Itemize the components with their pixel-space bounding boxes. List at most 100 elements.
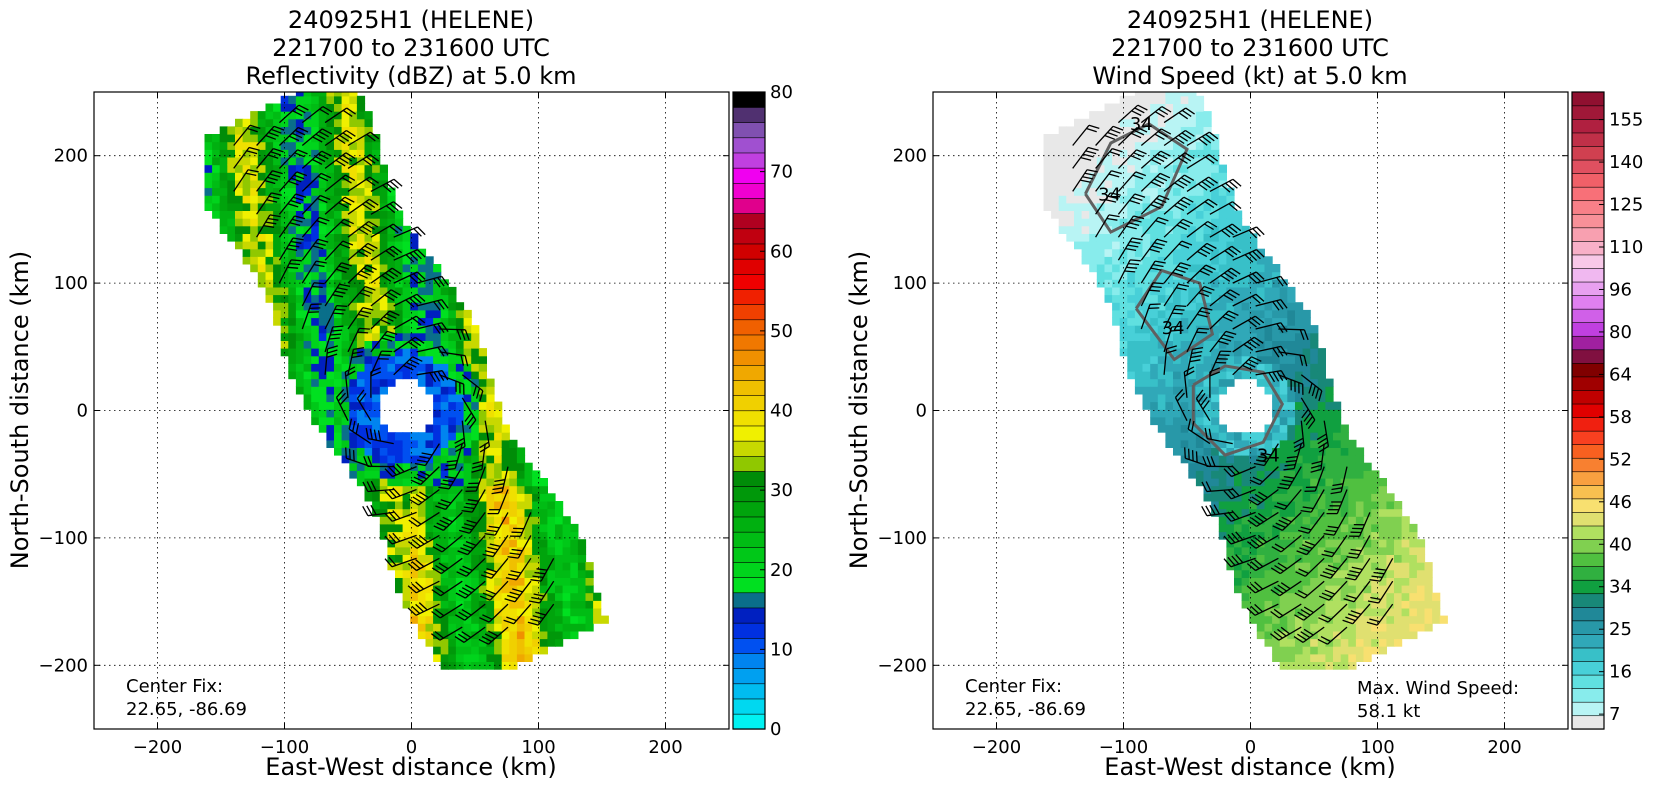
field-cell bbox=[1188, 432, 1197, 441]
field-cell bbox=[1165, 416, 1174, 426]
field-cell bbox=[440, 332, 449, 341]
field-cell bbox=[455, 317, 465, 326]
field-cell bbox=[395, 531, 404, 540]
field-cell bbox=[349, 416, 358, 426]
field-cell bbox=[1310, 378, 1319, 387]
wind-barb bbox=[444, 443, 463, 471]
field-cell bbox=[1180, 241, 1189, 250]
field-cell bbox=[1333, 539, 1342, 548]
field-cell bbox=[379, 508, 388, 517]
field-cell bbox=[539, 630, 548, 640]
wind-contour-label: 34 bbox=[1130, 114, 1153, 135]
field-cell bbox=[509, 608, 518, 617]
field-cell bbox=[1142, 218, 1151, 227]
field-cell bbox=[318, 264, 327, 273]
field-cell bbox=[478, 546, 487, 555]
field-cell bbox=[1127, 164, 1136, 173]
wind-barb bbox=[505, 557, 532, 581]
wind-barb bbox=[1255, 298, 1288, 311]
field-cell bbox=[311, 401, 320, 410]
field-cell bbox=[1355, 493, 1365, 502]
field-cell bbox=[1142, 348, 1151, 357]
field-cell bbox=[516, 493, 526, 502]
field-cell bbox=[1218, 523, 1227, 533]
field-cell bbox=[433, 600, 442, 609]
field-cell bbox=[341, 95, 350, 104]
field-cell bbox=[1195, 462, 1205, 471]
field-cell bbox=[1378, 531, 1387, 540]
field-cell bbox=[1203, 485, 1212, 494]
field-cell bbox=[219, 179, 228, 189]
field-cell bbox=[1272, 401, 1281, 410]
field-cell bbox=[417, 325, 427, 334]
field-cell bbox=[1142, 202, 1151, 211]
colorbar-swatch bbox=[732, 668, 766, 685]
field-cell bbox=[1104, 294, 1113, 303]
field-cell bbox=[1195, 401, 1205, 410]
field-cell bbox=[1302, 416, 1311, 426]
field-cell bbox=[1340, 546, 1349, 555]
wind-barb bbox=[347, 346, 365, 375]
field-cell bbox=[1173, 340, 1182, 349]
field-cell bbox=[1195, 95, 1205, 104]
field-cell bbox=[532, 501, 541, 510]
field-cell bbox=[547, 554, 556, 563]
field-cell bbox=[433, 455, 442, 464]
field-cell bbox=[417, 348, 427, 357]
field-cell bbox=[1264, 348, 1273, 357]
field-cell bbox=[356, 455, 366, 464]
field-cell bbox=[1165, 393, 1174, 403]
field-cell bbox=[356, 187, 366, 196]
field-cell bbox=[372, 286, 381, 296]
field-cell bbox=[334, 424, 343, 433]
field-cell bbox=[1302, 501, 1311, 510]
field-cell bbox=[1226, 187, 1235, 196]
field-cell bbox=[1340, 661, 1349, 670]
field-cell bbox=[1211, 409, 1220, 418]
field-cell bbox=[1302, 615, 1311, 624]
field-cell bbox=[463, 371, 472, 380]
field-cell bbox=[1287, 485, 1296, 494]
field-cell bbox=[295, 271, 305, 280]
field-cell bbox=[1165, 424, 1174, 433]
colorbar-swatch bbox=[1571, 186, 1605, 202]
field-cell bbox=[387, 523, 396, 533]
field-cell bbox=[509, 638, 518, 647]
field-cell bbox=[1119, 256, 1128, 265]
wind-barb bbox=[1304, 466, 1325, 492]
field-cell bbox=[379, 340, 388, 349]
field-cell bbox=[204, 149, 213, 158]
wind-barb bbox=[1186, 346, 1204, 375]
field-cell bbox=[280, 157, 289, 166]
field-cell bbox=[1173, 355, 1182, 364]
field-cell bbox=[1234, 455, 1243, 464]
field-cell bbox=[1096, 241, 1105, 250]
field-cell bbox=[1394, 569, 1403, 578]
field-cell bbox=[341, 134, 350, 143]
field-cell bbox=[1355, 554, 1365, 563]
field-cell bbox=[547, 630, 556, 640]
field-cell bbox=[532, 523, 541, 533]
field-cell bbox=[425, 332, 434, 341]
field-cell bbox=[364, 470, 373, 479]
field-cell bbox=[1241, 225, 1250, 234]
field-cell bbox=[1264, 294, 1273, 303]
field-cell bbox=[273, 103, 282, 112]
field-cell bbox=[1279, 393, 1288, 403]
field-cell bbox=[1310, 348, 1319, 357]
field-cell bbox=[1134, 348, 1144, 357]
field-cell bbox=[425, 264, 434, 273]
field-cell bbox=[433, 447, 442, 456]
field-cell bbox=[455, 309, 465, 319]
field-cell bbox=[1142, 118, 1151, 127]
field-cell bbox=[387, 210, 396, 219]
field-cell bbox=[1165, 218, 1174, 227]
field-cell bbox=[1211, 210, 1220, 219]
field-cell bbox=[478, 531, 487, 540]
field-cell bbox=[1180, 317, 1189, 326]
wind-barb bbox=[393, 293, 426, 308]
field-cell bbox=[1127, 225, 1136, 234]
field-cell bbox=[402, 539, 411, 548]
field-cell bbox=[501, 546, 510, 555]
field-cell bbox=[516, 577, 526, 586]
